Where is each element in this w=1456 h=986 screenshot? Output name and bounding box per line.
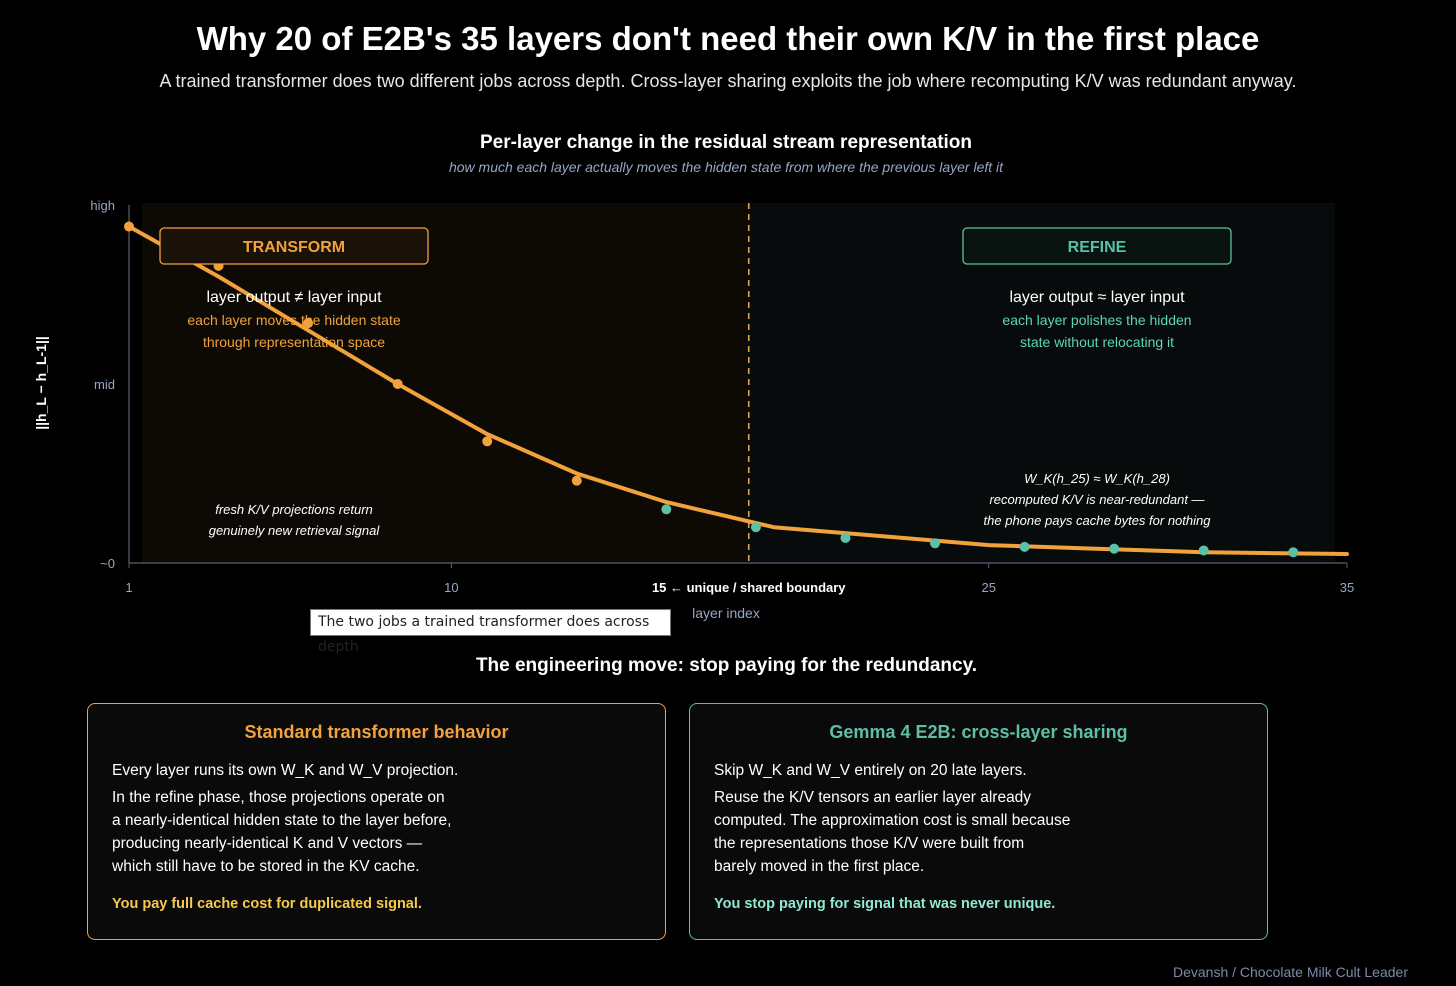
refine-point (1109, 543, 1120, 554)
gemma-card-line: computed. The approximation cost is smal… (714, 812, 1071, 829)
section-heading: The engineering move: stop paying for th… (475, 655, 978, 676)
y-tick-label: mid (94, 377, 115, 392)
refine-point (750, 522, 761, 533)
transform-heading: layer output ≠ layer input (206, 289, 382, 306)
standard-behavior-card: Standard transformer behavior Every laye… (87, 703, 666, 940)
transform-note-line2: genuinely new retrieval signal (209, 523, 381, 538)
standard-card-line: In the refine phase, those projections o… (112, 789, 445, 806)
transform-point (124, 221, 134, 232)
transform-point (571, 475, 582, 486)
x-tick-label: 25 (982, 580, 996, 595)
refine-point (1288, 547, 1299, 558)
transform-point (392, 379, 403, 389)
gemma-card-line: the representations those K/V were built… (714, 835, 1025, 852)
gemma-card-line: barely moved in the first place. (714, 858, 925, 875)
x-axis-label: layer index (692, 605, 760, 621)
page-subtitle: A trained transformer does two different… (159, 71, 1297, 91)
standard-card-punchline: You pay full cache cost for duplicated s… (112, 896, 422, 912)
transform-desc-line1: each layer moves the hidden state (187, 312, 400, 328)
refine-point (1198, 545, 1209, 556)
y-tick-label: high (90, 198, 115, 213)
transform-label: TRANSFORM (243, 239, 345, 256)
transform-point (482, 436, 493, 447)
refine-desc-line1: each layer polishes the hidden (1002, 312, 1191, 328)
y-tick-label: ~0 (100, 556, 115, 571)
chart-title: Per-layer change in the residual stream … (480, 132, 972, 153)
gemma-card-line: Reuse the K/V tensors an earlier layer a… (714, 789, 1032, 806)
standard-card-line: producing nearly-identical K and V vecto… (112, 835, 423, 852)
standard-card-line: a nearly-identical hidden state to the l… (112, 812, 452, 829)
curve-line (127, 224, 1349, 556)
refine-note-line1: W_K(h_25) ≈ W_K(h_28) (1024, 471, 1170, 486)
standard-card-line: which still have to be stored in the KV … (112, 858, 420, 875)
gemma-sharing-card: Gemma 4 E2B: cross-layer sharing Skip W_… (689, 703, 1268, 940)
gemma-card-punchline: You stop paying for signal that was neve… (714, 896, 1056, 912)
standard-card-title: Standard transformer behavior (244, 722, 509, 742)
footer-credit: Devansh / Chocolate Milk Cult Leader (1172, 964, 1408, 980)
layer-change-chart: Per-layer change in the residual stream … (33, 132, 1354, 621)
refine-point (840, 532, 851, 543)
gemma-card-line: Skip W_K and W_V entirely on 20 late lay… (714, 762, 1027, 779)
x-tick-label: 1 (125, 580, 132, 595)
y-axis-label: ||h_L − h_L-1|| (33, 336, 49, 430)
chart-tooltip: The two jobs a trained transformer does … (310, 609, 671, 655)
gemma-card-title: Gemma 4 E2B: cross-layer sharing (829, 722, 1128, 742)
refine-point (930, 538, 941, 549)
refine-point (661, 504, 672, 515)
page-title: Why 20 of E2B's 35 layers don't need the… (196, 20, 1260, 57)
refine-note-line3: the phone pays cache bytes for nothing (984, 513, 1212, 528)
refine-label: REFINE (1068, 239, 1127, 256)
transform-badge (159, 227, 429, 265)
refine-point (1019, 541, 1030, 552)
standard-card-line: Every layer runs its own W_K and W_V pro… (112, 762, 459, 779)
refine-desc-line2: state without relocating it (1020, 334, 1174, 350)
refine-note-line2: recomputed K/V is near-redundant — (989, 492, 1205, 507)
transform-note-line1: fresh K/V projections return (215, 502, 373, 517)
transform-desc-line2: through representation space (203, 334, 385, 350)
refine-badge (962, 227, 1232, 265)
chart-subtitle: how much each layer actually moves the h… (449, 159, 1004, 175)
x-tick-label: 35 (1340, 580, 1354, 595)
refine-heading: layer output ≈ layer input (1009, 289, 1185, 306)
x-tick-label: 10 (444, 580, 458, 595)
transform-point (303, 318, 314, 329)
boundary-tick-label: 15 ← unique / shared boundary (652, 580, 846, 595)
